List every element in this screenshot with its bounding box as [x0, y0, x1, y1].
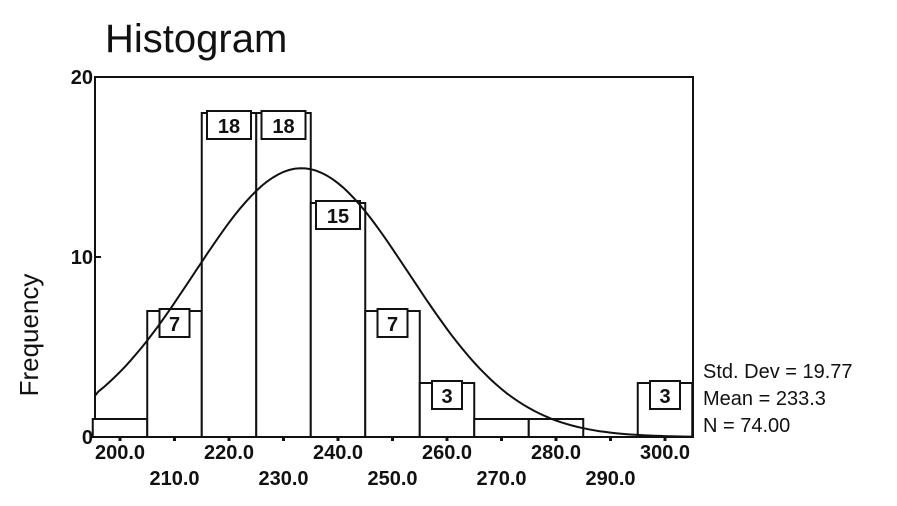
histogram-bar — [255, 112, 312, 438]
normal-curve — [94, 167, 693, 438]
histogram-bar — [473, 418, 530, 438]
histogram-bar — [200, 112, 258, 438]
bar-count-label: 7 — [169, 314, 180, 336]
bar-count-box — [649, 380, 681, 410]
bar-count-label: 18 — [218, 116, 240, 138]
bar-count-label: 15 — [327, 206, 349, 228]
x-tick-label: 210.0 — [149, 468, 199, 490]
y-tick-label: 20 — [71, 67, 93, 89]
bar-count-box — [206, 110, 252, 140]
histogram-bar — [91, 418, 149, 438]
x-tick-label: 220.0 — [204, 442, 254, 464]
bar-count-label: 7 — [387, 314, 398, 336]
bar-count-label: 18 — [272, 116, 294, 138]
x-tick-label: 290.0 — [585, 468, 635, 490]
bar-count-box — [315, 200, 361, 230]
stat-std-dev: Std. Dev = 19.77 — [703, 361, 853, 383]
x-tick-label: 260.0 — [422, 442, 472, 464]
x-tick-label: 270.0 — [476, 468, 526, 490]
stat-mean: Mean = 233.3 — [703, 388, 826, 410]
y-axis-label: Frequency — [14, 274, 44, 397]
x-tick-label: 200.0 — [95, 442, 145, 464]
x-tick-label: 230.0 — [258, 468, 308, 490]
y-tick-label: 0 — [82, 427, 93, 449]
chart-title: Histogram — [105, 17, 287, 61]
bar-count-box — [431, 380, 463, 410]
x-tick-label: 240.0 — [313, 442, 363, 464]
histogram-bar — [527, 418, 585, 438]
stat-n: N = 74.00 — [703, 415, 790, 437]
x-tick-label: 300.0 — [640, 442, 690, 464]
x-tick-label: 250.0 — [367, 468, 417, 490]
x-tick-label: 280.0 — [531, 442, 581, 464]
bar-count-label: 3 — [659, 386, 670, 408]
bar-count-label: 3 — [441, 386, 452, 408]
bar-count-box — [260, 110, 307, 140]
stats-box: Std. Dev = 19.77 Mean = 233.3 N = 74.00 — [703, 361, 853, 437]
y-tick-label: 10 — [71, 247, 93, 269]
bar-count-box — [376, 308, 409, 338]
histogram-bar — [309, 202, 367, 438]
